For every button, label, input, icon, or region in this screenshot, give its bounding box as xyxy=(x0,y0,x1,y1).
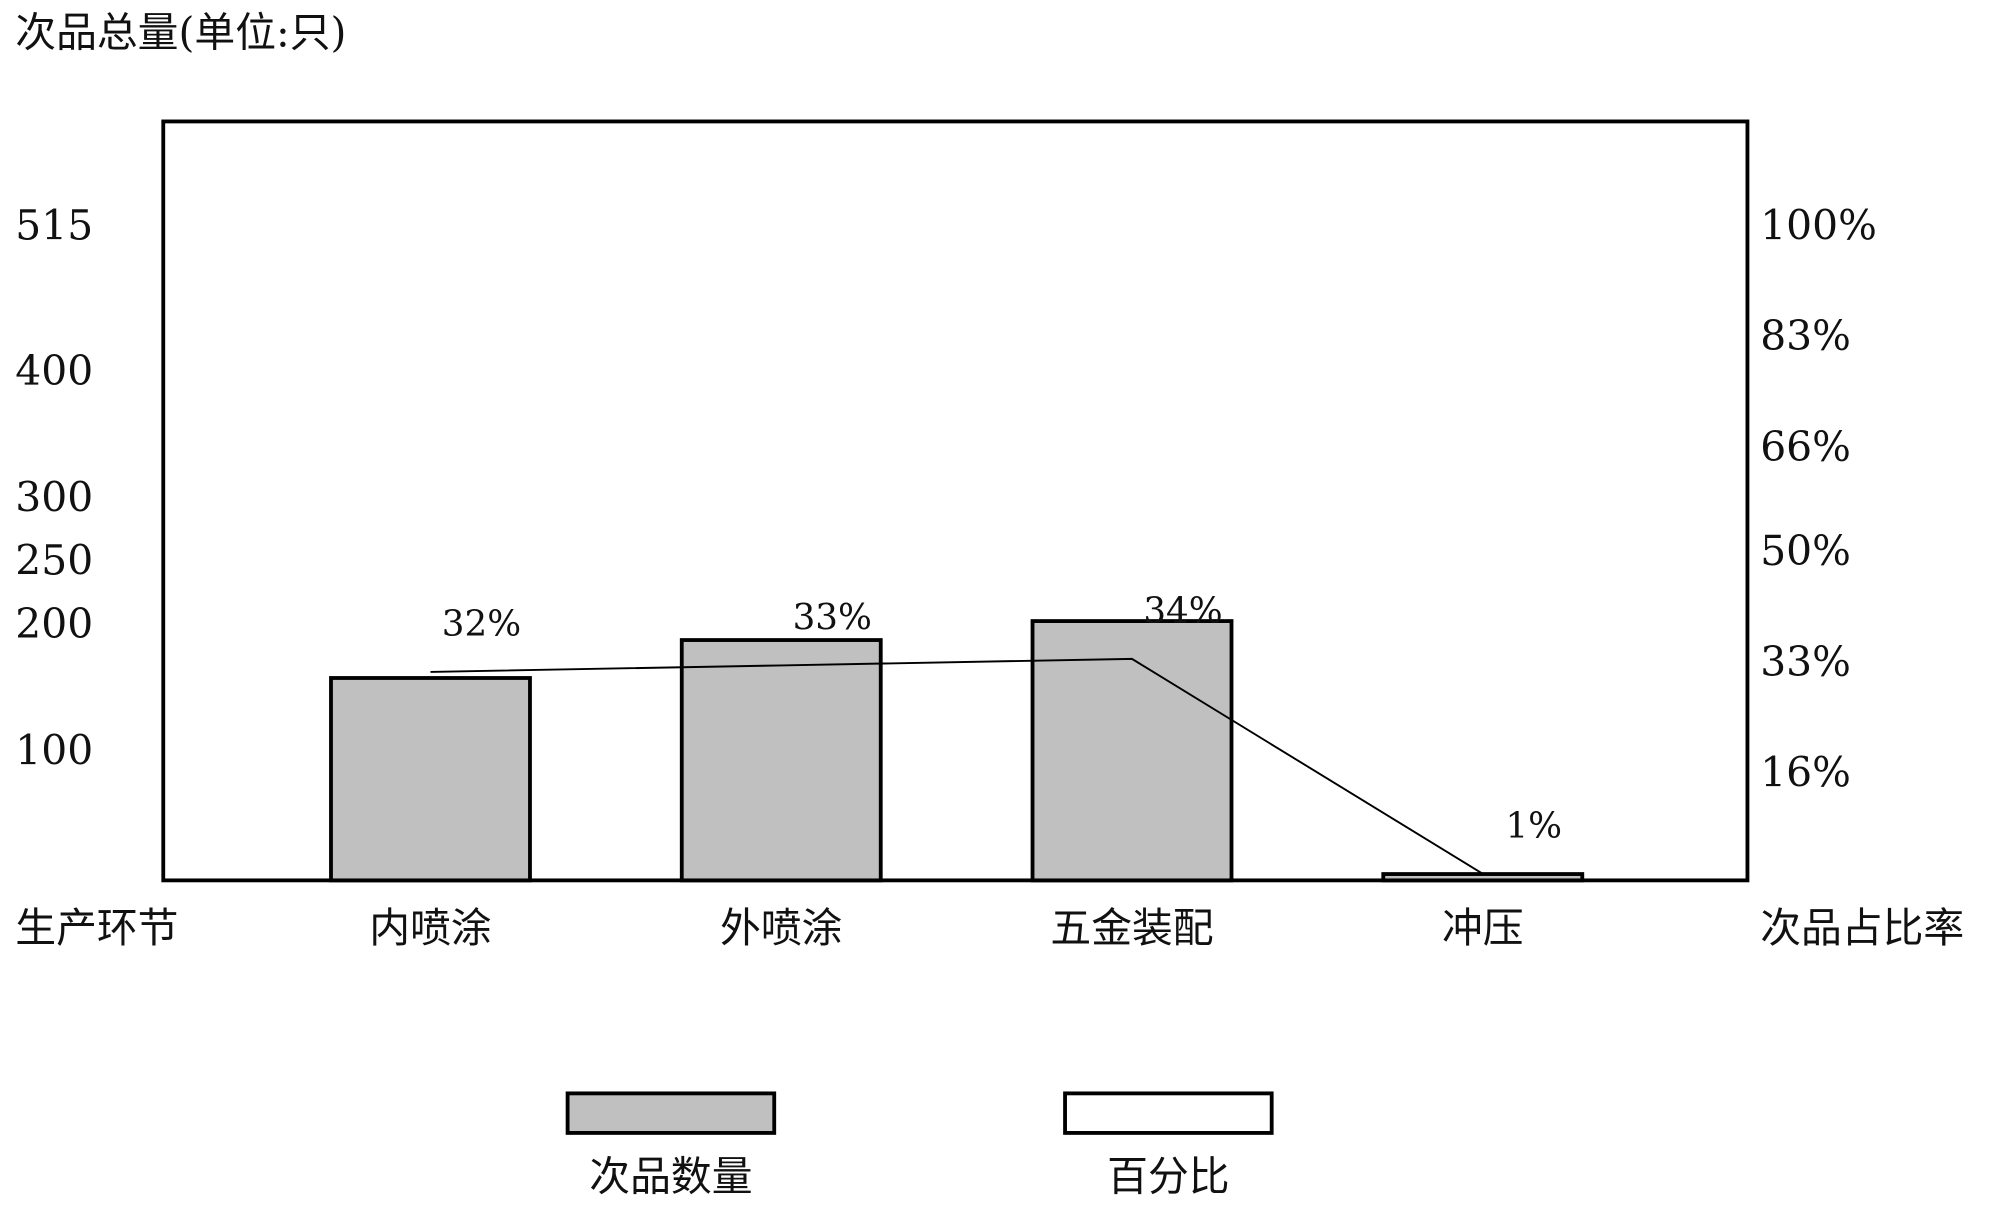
y-tick-label: 100 xyxy=(15,726,93,774)
y2-axis-label: 次品占比率 xyxy=(1760,904,1964,952)
data-label: 34% xyxy=(1143,590,1222,631)
bar xyxy=(679,638,883,883)
y-tick-label: 200 xyxy=(15,600,93,648)
bar xyxy=(329,676,532,883)
data-label: 1% xyxy=(1505,805,1562,846)
y2-tick-label: 83% xyxy=(1760,312,1851,360)
y-tick-label: 400 xyxy=(15,347,93,395)
legend-swatch xyxy=(1063,1091,1274,1135)
y-axis-label: 次品总量(单位:只) xyxy=(15,8,346,56)
legend-label: 次品数量 xyxy=(589,1153,752,1201)
legend-swatch xyxy=(565,1091,777,1135)
bar xyxy=(1030,619,1234,883)
plot-frame xyxy=(161,119,1750,883)
data-label: 32% xyxy=(442,603,521,644)
x-tick-label: 内喷涂 xyxy=(369,904,491,952)
y-tick-label: 515 xyxy=(15,201,93,249)
x-axis-label: 生产环节 xyxy=(15,904,178,952)
bar xyxy=(1381,872,1585,883)
y2-tick-label: 50% xyxy=(1760,527,1851,575)
x-tick-label: 五金装配 xyxy=(1050,904,1213,952)
y2-tick-label: 33% xyxy=(1760,638,1851,686)
y-tick-label: 250 xyxy=(15,537,93,585)
legend-label: 百分比 xyxy=(1107,1153,1229,1201)
data-label: 33% xyxy=(793,597,872,638)
x-tick-label: 外喷涂 xyxy=(720,904,842,952)
y2-tick-label: 16% xyxy=(1760,749,1851,797)
x-tick-label: 冲压 xyxy=(1442,904,1524,952)
y-tick-label: 300 xyxy=(15,473,93,521)
line xyxy=(430,657,1484,875)
y2-tick-label: 100% xyxy=(1760,201,1877,249)
y2-tick-label: 66% xyxy=(1760,423,1851,471)
